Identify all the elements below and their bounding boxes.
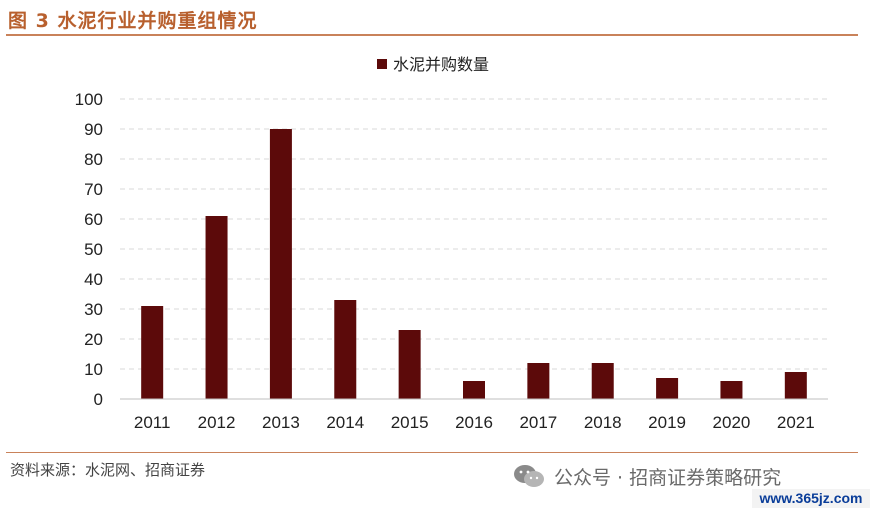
legend: 水泥并购数量: [377, 56, 489, 74]
legend-label: 水泥并购数量: [393, 56, 489, 74]
bar-2019: [656, 378, 679, 399]
legend-swatch: [377, 59, 387, 69]
x-tick-label: 2014: [326, 413, 364, 432]
title-divider: [6, 34, 858, 36]
y-tick-label: 0: [94, 390, 103, 409]
gridlines: [120, 98, 828, 370]
watermark-text: 公众号 · 招商证券策略研究: [554, 466, 782, 489]
bar-2020: [720, 381, 743, 399]
y-tick-label: 100: [75, 90, 103, 109]
y-tick-label: 10: [84, 360, 103, 379]
y-tick-label: 60: [84, 210, 103, 229]
y-tick-label: 50: [84, 240, 103, 259]
bar-2017: [527, 363, 550, 399]
y-tick-label: 90: [84, 120, 103, 139]
bar-2013: [269, 129, 292, 399]
bar-2016: [463, 381, 485, 399]
bar-2015: [398, 330, 421, 399]
x-tick-label: 2013: [262, 413, 300, 432]
y-tick-label: 80: [84, 150, 103, 169]
source-note: 资料来源：水泥网、招商证券: [10, 461, 206, 479]
wechat-icon: [514, 465, 544, 487]
y-tick-label: 30: [84, 300, 103, 319]
figure-title: 图 3 水泥行业并购重组情况: [8, 10, 258, 32]
y-tick-label: 40: [84, 270, 103, 289]
y-axis-ticks: 0 10 20 30 40 50 60 70 80 90 100: [75, 90, 103, 409]
x-tick-label: 2019: [648, 413, 686, 432]
x-tick-label: 2017: [519, 413, 557, 432]
bar-2014: [334, 300, 357, 399]
x-tick-label: 2018: [584, 413, 622, 432]
bar-2021: [784, 372, 807, 399]
x-tick-label: 2015: [391, 413, 429, 432]
bar-2011: [141, 306, 164, 399]
y-tick-label: 20: [84, 330, 103, 349]
x-tick-label: 2016: [455, 413, 493, 432]
bar-2012: [205, 216, 228, 399]
footer-divider: [6, 452, 858, 453]
y-tick-label: 70: [84, 180, 103, 199]
x-axis-ticks: 2011 2012 2013 2014 2015 2016 2017 2018 2019 2020…: [134, 413, 815, 432]
x-tick-label: 2021: [777, 413, 815, 432]
bar-2018: [591, 363, 614, 399]
x-tick-label: 2020: [713, 413, 751, 432]
site-watermark: www.365jz.com: [752, 489, 870, 508]
x-tick-label: 2012: [198, 413, 236, 432]
x-tick-label: 2011: [134, 413, 171, 432]
watermark: 公众号 · 招商证券策略研究: [512, 462, 781, 490]
bars: [141, 129, 807, 399]
